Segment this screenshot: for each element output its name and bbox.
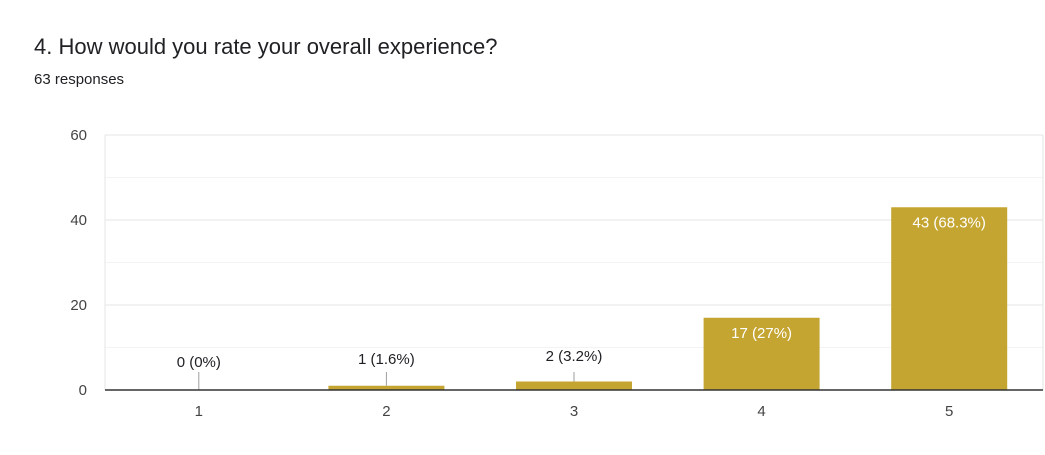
x-tick-label: 2 [382,403,390,420]
data-label: 0 (0%) [177,354,221,371]
y-axis-ticks: 0 20 40 60 [70,127,87,399]
question-title: 4. How would you rate your overall exper… [34,34,498,59]
x-axis-ticks: 1 2 3 4 5 [195,403,954,420]
data-labels: 0 (0%) 1 (1.6%) 2 (3.2%) 17 (27%) 43 (68.3%) [177,214,986,390]
bar [516,381,632,390]
bars [328,207,1008,390]
data-label: 2 (3.2%) [546,348,603,365]
y-tick-label: 20 [70,297,87,314]
bar [328,385,445,390]
y-tick-label: 0 [79,382,87,399]
x-tick-label: 4 [757,403,765,420]
y-tick-label: 40 [70,212,87,229]
data-label: 17 (27%) [731,325,792,342]
data-label: 1 (1.6%) [358,351,415,368]
bar [703,317,820,390]
response-count: 63 responses [34,71,125,88]
x-tick-label: 1 [195,403,203,420]
bar [891,207,1008,390]
data-label: 43 (68.3%) [913,214,986,231]
y-tick-label: 60 [70,127,87,144]
grid-lines [104,134,1044,390]
x-tick-label: 5 [945,403,953,420]
x-tick-label: 3 [570,403,578,420]
